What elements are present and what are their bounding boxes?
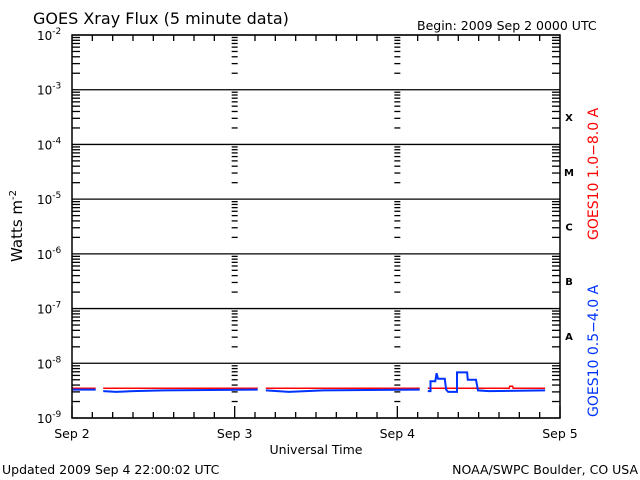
x-tick-label: Sep 2 — [54, 426, 90, 441]
flare-class-label: X — [565, 113, 573, 124]
y-tick-label: 10-6 — [37, 246, 62, 262]
flare-class-label: M — [564, 168, 574, 179]
y-tick-label: 10-7 — [37, 301, 61, 317]
data-source: NOAA/SWPC Boulder, CO USA — [452, 462, 638, 477]
y-tick-label: 10-5 — [37, 191, 61, 207]
y-tick-label: 10-9 — [37, 410, 62, 426]
x-tick-label: Sep 4 — [380, 426, 416, 441]
x-tick-label: Sep 5 — [542, 426, 578, 441]
series-line-long — [427, 385, 546, 389]
updated-timestamp: Updated 2009 Sep 4 22:00:02 UTC — [2, 462, 220, 477]
y-tick-label: 10-3 — [37, 82, 61, 98]
series-line-short — [103, 388, 258, 393]
x-axis-label: Universal Time — [270, 442, 363, 457]
flare-class-label: A — [565, 332, 573, 343]
plot-frame — [71, 34, 561, 419]
y-tick-label: 10-2 — [37, 27, 61, 43]
flare-class-labels: X M C B A — [564, 113, 574, 343]
series-line-short — [265, 388, 420, 393]
legend-short-channel: GOES10 0.5−4.0 A — [586, 284, 602, 417]
y-axis-label: Watts m-2 — [8, 190, 26, 262]
flare-class-label: C — [565, 223, 572, 234]
begin-label: Begin: 2009 Sep 2 0000 UTC — [417, 18, 597, 33]
series-line-short — [427, 371, 546, 393]
chart-title: GOES Xray Flux (5 minute data) — [33, 9, 289, 28]
x-tick-label: Sep 3 — [217, 426, 253, 441]
y-tick-label: 10-8 — [37, 355, 62, 371]
x-axis: Sep 2 Sep 3 Sep 4 Sep 5 — [54, 35, 578, 441]
y-tick-label: 10-4 — [37, 136, 62, 152]
legend-long-channel: GOES10 1.0−8.0 A — [586, 107, 602, 240]
flare-class-label: B — [565, 277, 573, 288]
y-axis: 10-2 10-3 10-4 10-5 10-6 10-7 10-8 10-9 — [37, 27, 560, 426]
grid — [72, 34, 560, 419]
series-lines — [72, 371, 546, 393]
